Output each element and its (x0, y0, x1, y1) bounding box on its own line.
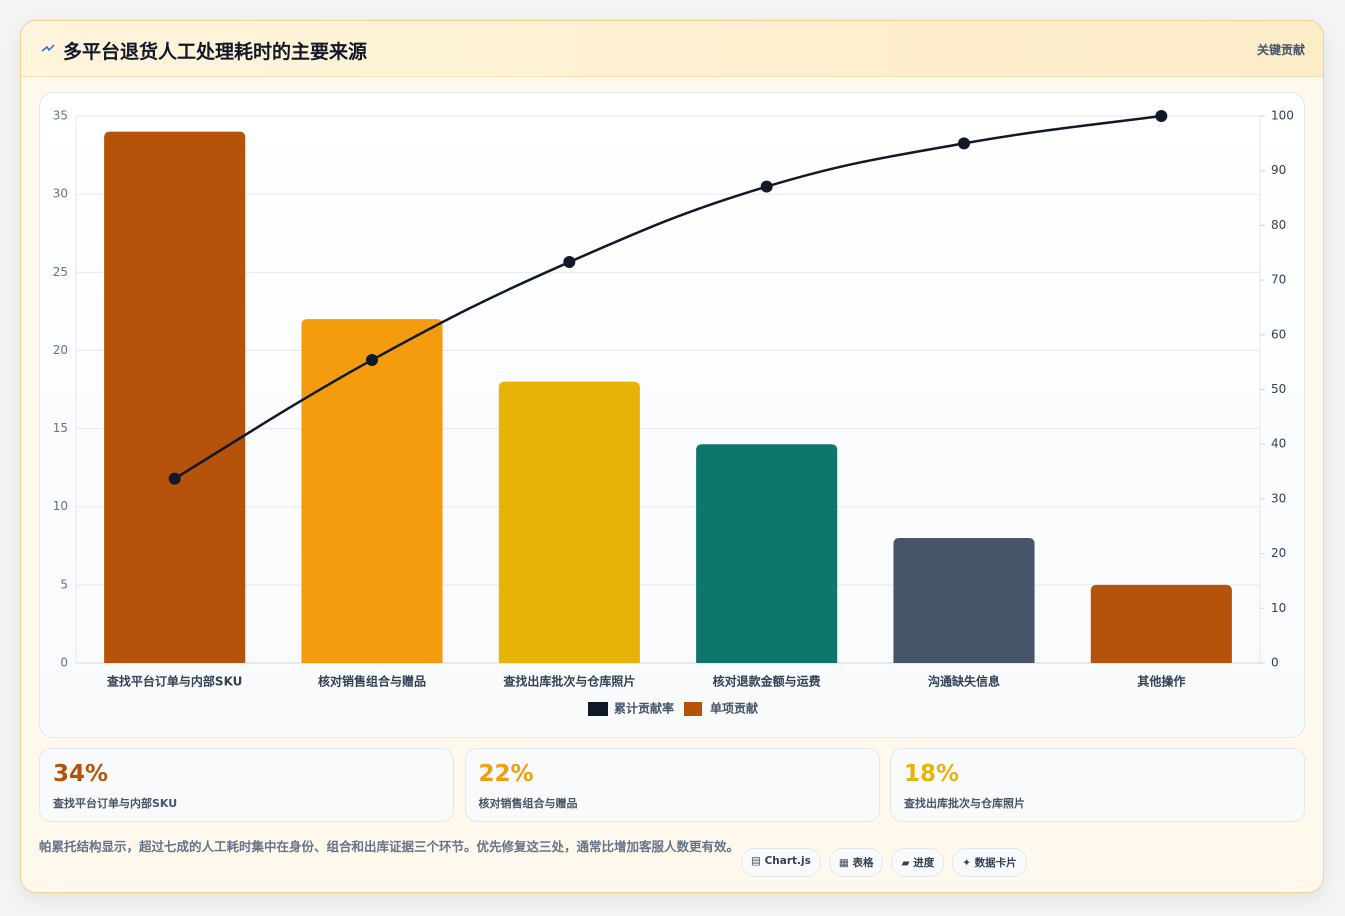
footer-tags: ▤ Chart.js ▦ 表格 ▰ 进度 ✦ 数据卡片 (741, 848, 1027, 877)
bar (696, 444, 838, 663)
y2-tick-label: 20 (1271, 546, 1286, 560)
stat-label: 查找平台订单与内部SKU (53, 797, 178, 810)
title-icon (41, 44, 55, 52)
legend-swatch (588, 702, 608, 716)
footer-tag: ▤ Chart.js (741, 848, 821, 877)
stat-value: 34% (53, 761, 109, 787)
x-tick-label: 核对销售组合与赠品 (318, 674, 426, 689)
y2-tick-label: 70 (1271, 273, 1286, 287)
stat-value: 18% (904, 761, 960, 787)
stat-label: 查找出库批次与仓库照片 (904, 797, 1025, 810)
line-point (1155, 110, 1168, 122)
card: 多平台退货人工处理耗时的主要来源 关键贡献 0 5 10 15 20 25 30 35 0 10 2… (20, 20, 1324, 893)
y2-tick-label: 80 (1271, 218, 1286, 232)
y-tick-label: 25 (53, 265, 68, 279)
line-point (168, 472, 181, 485)
x-tick-label: 查找出库批次与仓库照片 (502, 674, 635, 689)
line-point (958, 137, 970, 150)
x-tick-label: 查找平台订单与内部SKU (106, 674, 242, 689)
legend-label: 单项贡献 (710, 701, 758, 716)
legend-swatch (684, 702, 703, 716)
stat-value: 22% (478, 761, 534, 787)
stat-card: 34% 查找平台订单与内部SKU (39, 748, 454, 822)
stat-card: 18% 查找出库批次与仓库照片 (890, 748, 1305, 822)
stat-label: 核对销售组合与赠品 (478, 797, 578, 810)
footer-tag: ✦ 数据卡片 (952, 848, 1027, 877)
bar (1090, 584, 1232, 663)
y2-tick-label: 100 (1271, 109, 1294, 123)
footer-tag: ▰ 进度 (891, 848, 945, 877)
line-point (366, 353, 378, 366)
y-tick-label: 15 (53, 421, 68, 435)
y2-tick-label: 50 (1271, 382, 1286, 396)
y-tick-label: 5 (60, 577, 68, 591)
card-title: 多平台退货人工处理耗时的主要来源 (63, 41, 368, 63)
y2-tick-label: 60 (1271, 327, 1286, 341)
footer-note: 帕累托结构显示，超过七成的人工耗时集中在身份、组合和出库证据三个环节。优先修复这… (39, 839, 740, 854)
y-tick-label: 35 (53, 109, 68, 123)
chart: 0 5 10 15 20 25 30 35 0 10 20 30 40 50 60 70 80 90 100 查找平台… (53, 109, 1294, 716)
y2-tick-label: 30 (1271, 491, 1286, 505)
y-tick-label: 0 (60, 656, 68, 670)
bar (498, 381, 640, 663)
x-tick-label: 核对退款金额与运费 (713, 674, 821, 689)
stat-card: 22% 核对销售组合与赠品 (464, 748, 880, 822)
card-header: 多平台退货人工处理耗时的主要来源 关键贡献 (21, 21, 1323, 77)
y-tick-label: 10 (53, 499, 68, 513)
y2-tick-label: 40 (1271, 437, 1286, 451)
bar (893, 537, 1035, 663)
bar (301, 319, 443, 663)
footer-tag: ▦ 表格 (828, 848, 884, 877)
card-badge: 关键贡献 (1256, 43, 1305, 57)
line-point (563, 256, 576, 269)
line (174, 114, 1162, 480)
line-point (760, 180, 773, 193)
bar (104, 131, 246, 664)
y-tick-label: 20 (53, 343, 68, 357)
x-tick-label: 其他操作 (1137, 674, 1185, 689)
y2-tick-label: 10 (1271, 601, 1286, 615)
legend-label: 累计贡献率 (614, 701, 674, 716)
chart-panel: 0 5 10 15 20 25 30 35 0 10 20 30 40 50 60 70 80 90 100 查找平台… (39, 92, 1305, 738)
y2-tick-label: 90 (1271, 163, 1286, 177)
y2-tick-label: 0 (1271, 656, 1279, 670)
y-tick-label: 30 (53, 187, 68, 201)
x-tick-label: 沟通缺失信息 (928, 674, 1000, 689)
